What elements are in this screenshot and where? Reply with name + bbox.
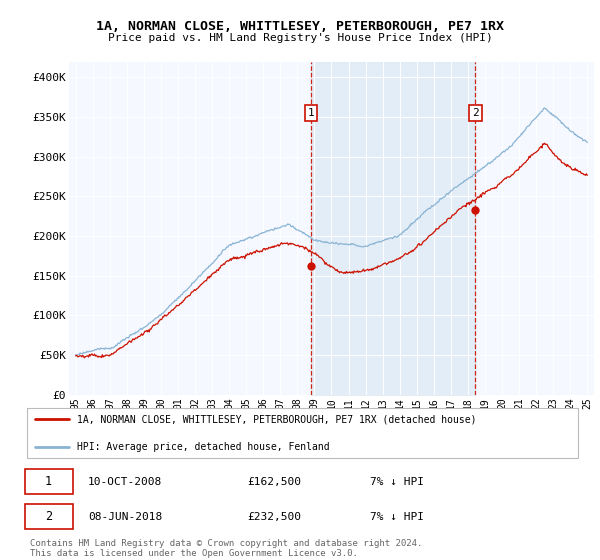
- Text: 7% ↓ HPI: 7% ↓ HPI: [370, 477, 424, 487]
- Text: 1A, NORMAN CLOSE, WHITTLESEY, PETERBOROUGH, PE7 1RX (detached house): 1A, NORMAN CLOSE, WHITTLESEY, PETERBOROU…: [77, 414, 476, 424]
- FancyBboxPatch shape: [25, 504, 73, 529]
- Text: 7% ↓ HPI: 7% ↓ HPI: [370, 512, 424, 521]
- Text: 10-OCT-2008: 10-OCT-2008: [88, 477, 163, 487]
- Text: Price paid vs. HM Land Registry's House Price Index (HPI): Price paid vs. HM Land Registry's House …: [107, 33, 493, 43]
- Text: 1: 1: [307, 108, 314, 118]
- Text: 1A, NORMAN CLOSE, WHITTLESEY, PETERBOROUGH, PE7 1RX: 1A, NORMAN CLOSE, WHITTLESEY, PETERBOROU…: [96, 20, 504, 34]
- Text: 2: 2: [472, 108, 479, 118]
- Text: Contains HM Land Registry data © Crown copyright and database right 2024.
This d: Contains HM Land Registry data © Crown c…: [30, 539, 422, 558]
- Text: 2: 2: [45, 510, 52, 523]
- Text: 1: 1: [45, 475, 52, 488]
- Text: HPI: Average price, detached house, Fenland: HPI: Average price, detached house, Fenl…: [77, 442, 329, 451]
- FancyBboxPatch shape: [25, 469, 73, 494]
- Text: £232,500: £232,500: [247, 512, 301, 521]
- FancyBboxPatch shape: [27, 408, 578, 458]
- Text: 08-JUN-2018: 08-JUN-2018: [88, 512, 163, 521]
- Text: £162,500: £162,500: [247, 477, 301, 487]
